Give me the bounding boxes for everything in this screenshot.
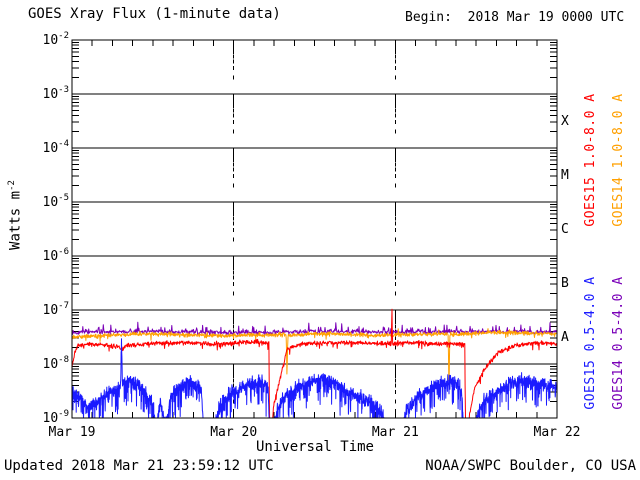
- begin-timestamp: Begin: 2018 Mar 19 0000 UTC: [405, 10, 624, 25]
- flare-class-letter-m: M: [561, 168, 569, 183]
- y-axis-label: Watts m-2: [7, 180, 24, 250]
- page-title: GOES Xray Flux (1-minute data): [28, 6, 281, 22]
- updated-timestamp: Updated 2018 Mar 21 23:59:12 UTC: [4, 458, 274, 474]
- legend-goes15-long: GOES15 1.0-8.0 A: [583, 93, 598, 227]
- x-tick-label: Mar 20: [210, 425, 257, 440]
- begin-label: Begin:: [405, 10, 452, 25]
- flare-class-letter-b: B: [561, 276, 569, 291]
- y-tick-label: 10-2: [43, 31, 70, 48]
- y-tick-label: 10-5: [43, 193, 70, 210]
- legend-goes15-short: GOES15 0.5-4.0 A: [583, 276, 598, 410]
- x-tick-label: Mar 22: [534, 425, 581, 440]
- series-line-goes15-1-0-8-0-a: [71, 308, 558, 419]
- horizontal-gridlines: [72, 93, 557, 365]
- x-tick-label: Mar 19: [49, 425, 96, 440]
- y-tick-label: 10-8: [43, 355, 70, 372]
- flare-class-letter-a: A: [561, 330, 569, 345]
- flare-class-letter-x: X: [561, 114, 569, 129]
- y-tick-label: 10-9: [43, 409, 70, 426]
- y-tick-label: 10-4: [43, 139, 70, 156]
- x-axis-ticks: [91, 40, 538, 418]
- x-axis-title: Universal Time: [255, 439, 374, 455]
- flare-class-letter-c: C: [561, 222, 569, 237]
- y-tick-label: 10-3: [43, 85, 70, 102]
- legend-goes14-short: GOES14 0.5-4.0 A: [611, 276, 626, 410]
- series-line-goes14-1-0-8-0-a: [71, 328, 558, 381]
- begin-value: 2018 Mar 19 0000 UTC: [467, 10, 625, 25]
- series-line-goes15-0-5-4-0-a: [71, 338, 558, 419]
- day-boundary-gridlines: [233, 40, 396, 404]
- source-attribution: NOAA/SWPC Boulder, CO USA: [425, 458, 636, 474]
- legend-goes14-long: GOES14 1.0-8.0 A: [611, 93, 626, 227]
- plot-frame: [71, 39, 558, 419]
- y-tick-label: 10-6: [43, 247, 70, 264]
- x-tick-label: Mar 21: [372, 425, 419, 440]
- y-tick-label: 10-7: [43, 301, 70, 318]
- y-axis-minor-ticks: [72, 42, 557, 403]
